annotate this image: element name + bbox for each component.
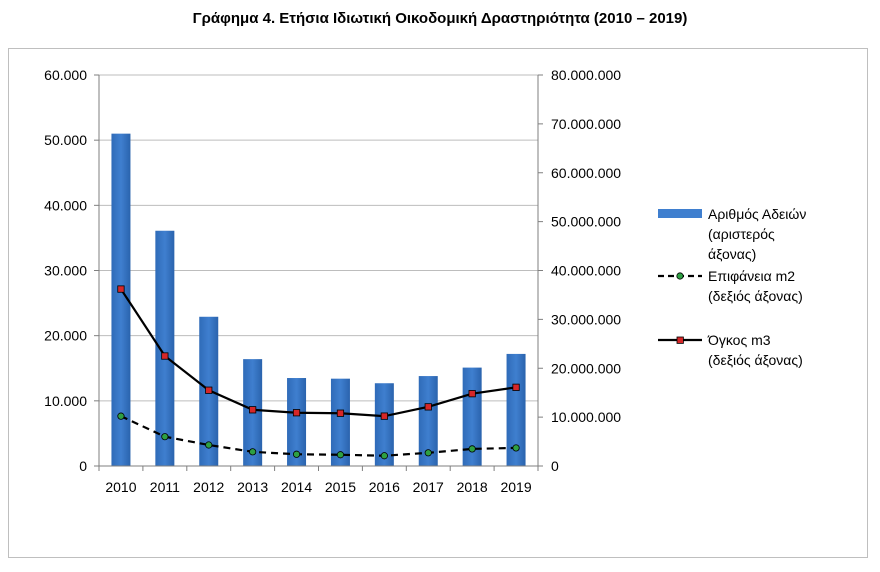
legend: Αριθμός Αδειών (αριστερός άξονας) Επιφάνεια… [658,206,806,368]
chart-frame [8,48,868,558]
bar [330,378,350,466]
x-tick-label: 2014 [281,479,312,495]
x-tick-label: 2012 [193,479,224,495]
legend-marker [676,272,684,280]
series-marker [117,412,125,420]
x-tick-label: 2015 [325,479,356,495]
axes [94,74,543,471]
right-tick-label: 70.000.000 [551,116,621,132]
series-marker [380,412,388,420]
x-tick-label: 2018 [457,479,488,495]
series-marker [336,451,345,459]
right-tick-label: 50.000.000 [551,214,621,230]
bar-series [111,133,526,466]
left-tick-label: 10.000 [44,393,87,409]
legend-marker [676,336,684,344]
right-tick-label: 10.000.000 [551,409,621,425]
series-marker [161,352,169,360]
tick-labels: 0 10.000 20.000 30.000 40.000 50.000 60.000 0 10… [44,67,621,495]
series-marker [336,409,345,417]
series-marker [380,452,388,460]
series-marker [424,449,432,457]
right-tick-label: 60.000.000 [551,165,621,181]
series-marker [468,445,476,453]
left-tick-label: 20.000 [44,328,87,344]
bar [287,378,307,466]
series-line [120,415,517,457]
series-marker [468,390,476,398]
chart-title: Γράφημα 4. Ετήσια Ιδιωτική Οικοδομική Δρ… [192,10,688,27]
left-tick-label: 30.000 [44,263,87,279]
legend-label: άξονας) [708,246,756,262]
legend-swatch-bar [658,209,702,218]
series-marker [512,383,520,391]
series-marker [512,444,520,452]
left-tick-label: 60.000 [44,67,87,83]
series-marker [424,403,432,411]
series-line [120,288,517,418]
legend-label: Επιφάνεια m2 [708,268,795,284]
line-series [117,285,520,460]
legend-label: Όγκος m3 [707,332,771,348]
legend-label: (δεξιός άξονας) [708,352,803,368]
bar [111,133,131,466]
x-tick-label: 2013 [237,479,268,495]
legend-label: Αριθμός Αδειών [708,206,806,222]
x-tick-label: 2016 [369,479,400,495]
series-marker [161,433,169,441]
right-tick-label: 30.000.000 [551,311,621,327]
bar [155,230,175,466]
left-tick-label: 40.000 [44,197,87,213]
legend-label: (δεξιός άξονας) [708,288,803,304]
x-tick-label: 2010 [105,479,136,495]
series-marker [249,406,257,414]
left-tick-label: 0 [79,458,87,474]
series-marker [249,448,257,456]
bar [374,383,394,466]
series-marker [205,441,213,449]
series-marker [292,409,301,417]
series-marker [292,450,301,458]
x-tick-label: 2019 [500,479,531,495]
bar [418,376,438,466]
legend-label: (αριστερός [708,226,775,242]
left-tick-label: 50.000 [44,132,87,148]
x-tick-label: 2017 [413,479,444,495]
right-tick-label: 80.000.000 [551,67,621,83]
right-tick-label: 0 [551,458,559,474]
series-marker [117,285,125,293]
right-tick-label: 40.000.000 [551,263,621,279]
right-tick-label: 20.000.000 [551,360,621,376]
x-tick-label: 2011 [150,479,180,495]
bar [506,353,526,466]
series-marker [205,386,213,394]
